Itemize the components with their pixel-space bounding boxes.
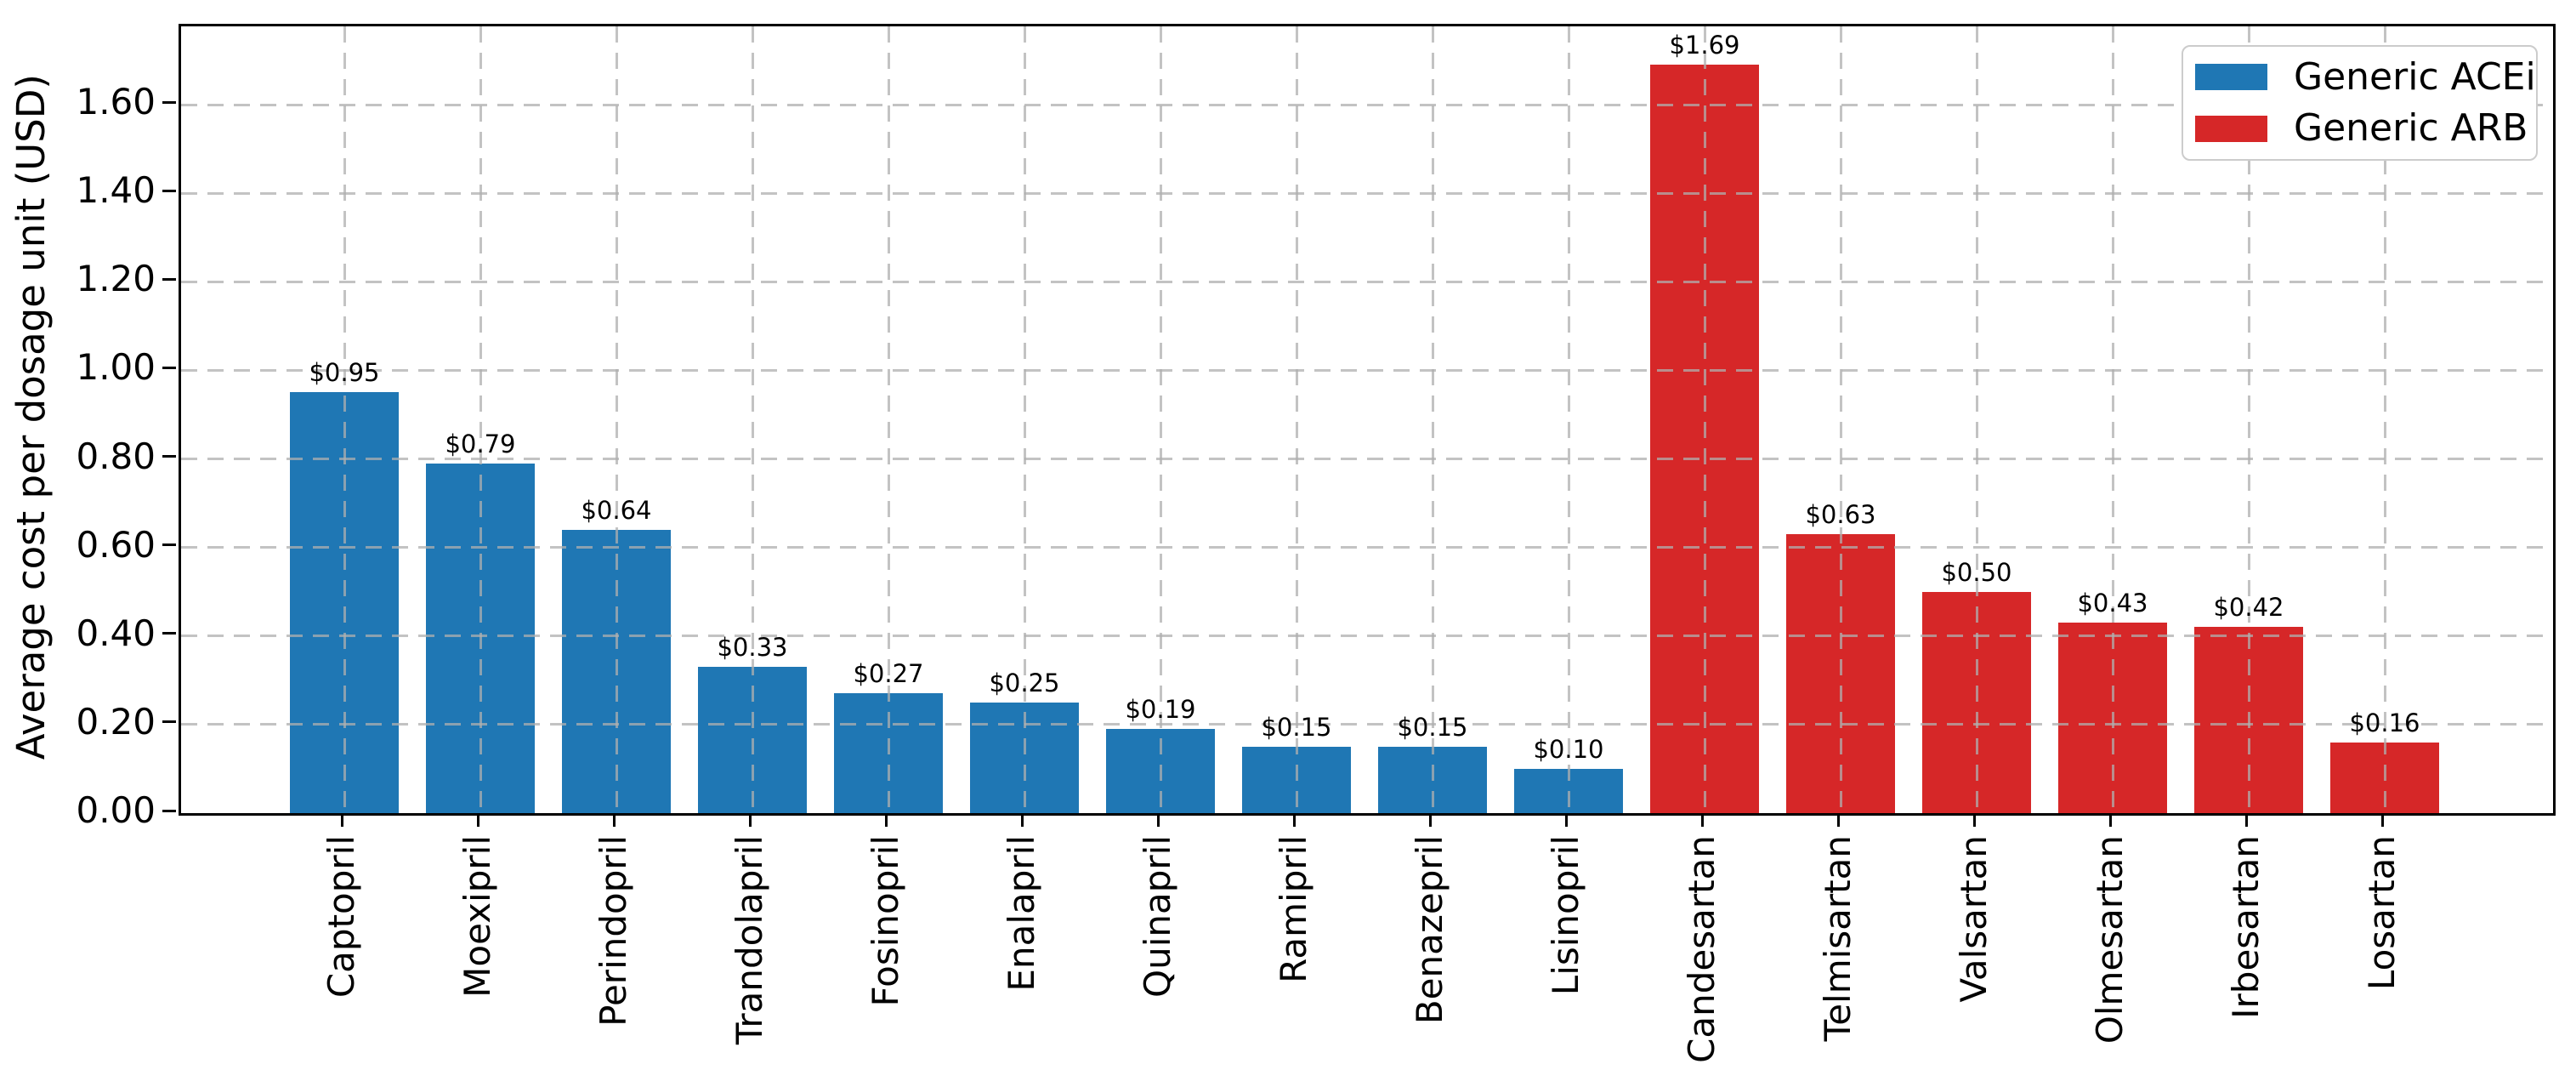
x-tick-label-moexipril: Moexipril (457, 835, 498, 998)
x-tick-label-losartan: Losartan (2361, 835, 2403, 991)
x-tick-valsartan (1972, 813, 1976, 827)
x-tick-olmesartan (2108, 813, 2112, 827)
y-tick-label-1.40: 1.40 (76, 169, 156, 212)
bar-lisinopril (1514, 768, 1623, 813)
bar-losartan (2330, 742, 2439, 813)
x-tick-label-fosinopril: Fosinopril (865, 835, 906, 1007)
legend-swatch-arb (2195, 115, 2267, 142)
x-tick-label-olmesartan: Olmesartan (2089, 835, 2131, 1044)
bar-value-label-telmisartan: $0.63 (1805, 500, 1876, 530)
x-tick-label-trandolapril: Trandolapril (729, 835, 770, 1045)
x-tick-label-captopril: Captopril (321, 835, 362, 999)
bar-olmesartan (2058, 623, 2167, 813)
x-tick-captopril (340, 813, 343, 827)
y-tick-label-0.80: 0.80 (76, 435, 156, 477)
bar-value-label-trandolapril: $0.33 (717, 633, 788, 663)
x-tick-benazepril (1428, 813, 1432, 827)
x-tick-lisinopril (1564, 813, 1568, 827)
bar-ramipril (1242, 746, 1351, 813)
y-tick-1.20 (162, 277, 176, 281)
legend-label-arb: Generic ARB (2294, 106, 2528, 151)
x-tick-label-ramipril: Ramipril (1273, 835, 1314, 983)
bar-quinapril (1106, 729, 1215, 813)
bar-enalapril (970, 702, 1079, 813)
y-tick-1.00 (162, 366, 176, 369)
legend-item-acei: Generic ACEi (2183, 54, 2536, 101)
y-tick-label-0.20: 0.20 (76, 700, 156, 743)
y-tick-0.20 (162, 720, 176, 724)
bar-candesartan (1650, 65, 1759, 813)
x-tick-losartan (2380, 813, 2384, 827)
legend-swatch-acei (2195, 64, 2267, 91)
bar-value-label-irbesartan: $0.42 (2213, 593, 2284, 623)
y-tick-label-1.00: 1.00 (76, 346, 156, 389)
bar-value-label-candesartan: $1.69 (1669, 31, 1740, 60)
x-tick-irbesartan (2244, 813, 2248, 827)
bar-value-label-valsartan: $0.50 (1941, 557, 2012, 587)
bar-value-label-enalapril: $0.25 (989, 668, 1060, 697)
x-tick-moexipril (476, 813, 479, 827)
x-tick-label-enalapril: Enalapril (1001, 835, 1042, 992)
x-tick-candesartan (1700, 813, 1704, 827)
x-tick-label-candesartan: Candesartan (1681, 835, 1722, 1063)
x-tick-label-irbesartan: Irbesartan (2225, 835, 2267, 1019)
x-tick-label-valsartan: Valsartan (1953, 835, 1994, 1003)
legend-label-acei: Generic ACEi (2294, 54, 2536, 99)
bar-benazepril (1378, 746, 1487, 813)
bar-fosinopril (834, 693, 943, 813)
y-tick-1.40 (162, 189, 176, 192)
x-tick-label-benazepril: Benazepril (1409, 835, 1450, 1025)
plot-area: $0.95 $0.79 $0.64 $0.33 $0.27 $0.25 $0.19 $0.15… (179, 24, 2556, 816)
bar-irbesartan (2194, 627, 2303, 813)
y-tick-0.40 (162, 632, 176, 635)
y-tick-label-0.60: 0.60 (76, 523, 156, 566)
x-tick-label-telmisartan: Telmisartan (1817, 835, 1858, 1042)
x-tick-label-perindopril: Perindopril (593, 835, 634, 1027)
bar-moexipril (426, 463, 535, 813)
legend-item-arb: Generic ARB (2183, 105, 2536, 153)
y-tick-label-0.00: 0.00 (76, 789, 156, 831)
bar-trandolapril (698, 667, 807, 813)
y-tick-label-0.40: 0.40 (76, 612, 156, 654)
bar-value-label-perindopril: $0.64 (581, 495, 652, 525)
y-tick-label-1.60: 1.60 (76, 81, 156, 123)
y-tick-0.60 (162, 544, 176, 547)
x-tick-ramipril (1292, 813, 1296, 827)
y-tick-0.00 (162, 809, 176, 812)
bar-telmisartan (1786, 534, 1895, 813)
x-tick-trandolapril (748, 813, 752, 827)
x-tick-perindopril (612, 813, 616, 827)
bar-captopril (290, 392, 399, 813)
x-tick-quinapril (1156, 813, 1160, 827)
x-tick-label-lisinopril: Lisinopril (1545, 835, 1586, 996)
y-tick-1.60 (162, 100, 176, 104)
bar-value-label-moexipril: $0.79 (445, 429, 516, 458)
x-tick-telmisartan (1836, 813, 1840, 827)
bar-value-label-losartan: $0.16 (2349, 708, 2420, 737)
y-tick-0.80 (162, 455, 176, 458)
bar-value-label-lisinopril: $0.10 (1533, 734, 1604, 764)
y-tick-label-1.20: 1.20 (76, 258, 156, 300)
bar-perindopril (562, 529, 671, 813)
x-tick-enalapril (1020, 813, 1024, 827)
bar-value-label-captopril: $0.95 (309, 358, 380, 388)
x-tick-fosinopril (884, 813, 888, 827)
legend: Generic ACEi Generic ARB (2182, 45, 2538, 161)
y-axis-title-area: Average cost per dosage unit (USD) (0, 24, 61, 811)
x-tick-label-quinapril: Quinapril (1137, 835, 1178, 998)
bar-valsartan (1922, 591, 2031, 813)
